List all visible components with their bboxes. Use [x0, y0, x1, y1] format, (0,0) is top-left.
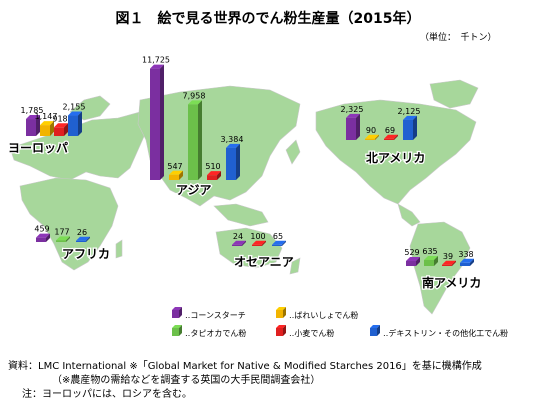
bar-value-label: 635 [422, 247, 437, 256]
map-africa [19, 177, 119, 271]
bar-value-label: 3,384 [221, 135, 244, 144]
map-europe [9, 111, 151, 181]
map-central-america [397, 203, 421, 227]
legend-item-tapioca: ‥タピオカでん粉 [172, 325, 246, 338]
bar-tapioca-5 [424, 255, 438, 266]
bar-corn-5 [406, 256, 420, 266]
bar-corn-2 [36, 233, 50, 242]
region-label: オセアニア [234, 255, 294, 269]
bar-value-label: 2,155 [63, 103, 86, 112]
map-oceania [215, 227, 283, 269]
bar-value-label: 510 [205, 162, 220, 171]
note-text: 注：ヨーロッパには、ロシアを含む。 [22, 389, 192, 400]
legend-label: ‥小麦でん粉 [289, 328, 334, 338]
bar-potato-4 [365, 134, 379, 140]
map-greenland [429, 79, 479, 109]
region-label: 北アメリカ [366, 150, 425, 165]
bar-value-label: 7,958 [183, 91, 206, 100]
chart-title: 図１ 絵で見る世界のでん粉生産量（2015年） [115, 11, 421, 27]
legend-label: ‥デキストリン・その他化工でん粉 [383, 328, 508, 338]
bar-tapioca-1 [188, 100, 202, 180]
bar-value-label: 1,785 [21, 106, 44, 115]
notes: 資料：LMC International ※「Global Market for… [8, 360, 482, 402]
bars-layer [26, 64, 474, 266]
region-label: 南アメリカ [422, 275, 481, 290]
legend-label: ‥タピオカでん粉 [185, 328, 246, 338]
bar-dextrin-0 [68, 111, 82, 136]
bar-corn-3 [232, 240, 246, 246]
bar-value-label: 11,725 [142, 56, 170, 65]
legend-item-corn: ‥コーンスターチ [172, 307, 246, 320]
legend: ‥コーンスターチ ‥ばれいしょでん粉 ‥タピオカでん粉 ‥小麦でん粉 ‥デキストリン・そ… [172, 307, 508, 338]
bar-value-label: 2,125 [398, 107, 421, 116]
source-note-text: （※農産物の需給などを調査する英国の大手民間調査会社） [52, 375, 321, 386]
bar-wheat-3 [252, 240, 266, 246]
bar-potato-0 [40, 121, 54, 136]
region-label: アフリカ [62, 247, 110, 261]
map-south-america [409, 221, 471, 315]
bar-value-label: 529 [404, 248, 419, 257]
bar-dextrin-4 [403, 115, 417, 140]
bar-dextrin-5 [460, 258, 474, 266]
region-label: アジア [176, 183, 212, 197]
bar-value-label: 1,147 [35, 112, 58, 121]
bar-value-label: 100 [250, 232, 265, 241]
bar-value-label: 65 [273, 232, 283, 241]
bar-value-label: 69 [385, 126, 395, 135]
map-nz [289, 257, 301, 275]
bar-wheat-5 [442, 260, 456, 266]
bar-value-label: 338 [458, 250, 473, 259]
bar-corn-1 [150, 64, 164, 180]
bar-wheat-0 [54, 123, 68, 136]
unit-label: （単位： 千トン） [420, 33, 497, 43]
legend-item-dextrin: ‥デキストリン・その他化工でん粉 [370, 325, 508, 338]
bar-value-label: 918 [52, 114, 67, 123]
bar-wheat-4 [384, 134, 398, 140]
bar-dextrin-3 [272, 240, 286, 246]
bar-value-label: 39 [443, 252, 453, 261]
map-japan [285, 139, 301, 165]
bar-value-label: 90 [366, 126, 376, 135]
bar-wheat-1 [207, 171, 221, 180]
bar-value-label: 459 [34, 225, 49, 234]
bar-potato-1 [169, 170, 183, 180]
bar-value-label: 26 [77, 228, 87, 237]
bar-value-label: 547 [167, 162, 182, 171]
region-label: ヨーロッパ [8, 141, 68, 155]
bar-dextrin-2 [76, 236, 90, 242]
bar-corn-4 [346, 113, 360, 140]
bar-value-label: 177 [54, 227, 69, 236]
map-se-asia [213, 203, 269, 227]
legend-label: ‥ばれいしょでん粉 [289, 310, 358, 320]
legend-label: ‥コーンスターチ [185, 311, 246, 320]
bar-tapioca-2 [56, 236, 70, 242]
legend-item-potato: ‥ばれいしょでん粉 [276, 307, 358, 320]
bar-dextrin-1 [226, 143, 240, 180]
source-text: 資料：LMC International ※「Global Market for… [8, 361, 482, 372]
bar-value-label: 2,325 [341, 105, 364, 114]
bar-corn-0 [26, 115, 40, 136]
map-madagascar [115, 239, 123, 259]
bar-value-label: 24 [233, 232, 243, 241]
legend-item-wheat: ‥小麦でん粉 [276, 325, 334, 338]
